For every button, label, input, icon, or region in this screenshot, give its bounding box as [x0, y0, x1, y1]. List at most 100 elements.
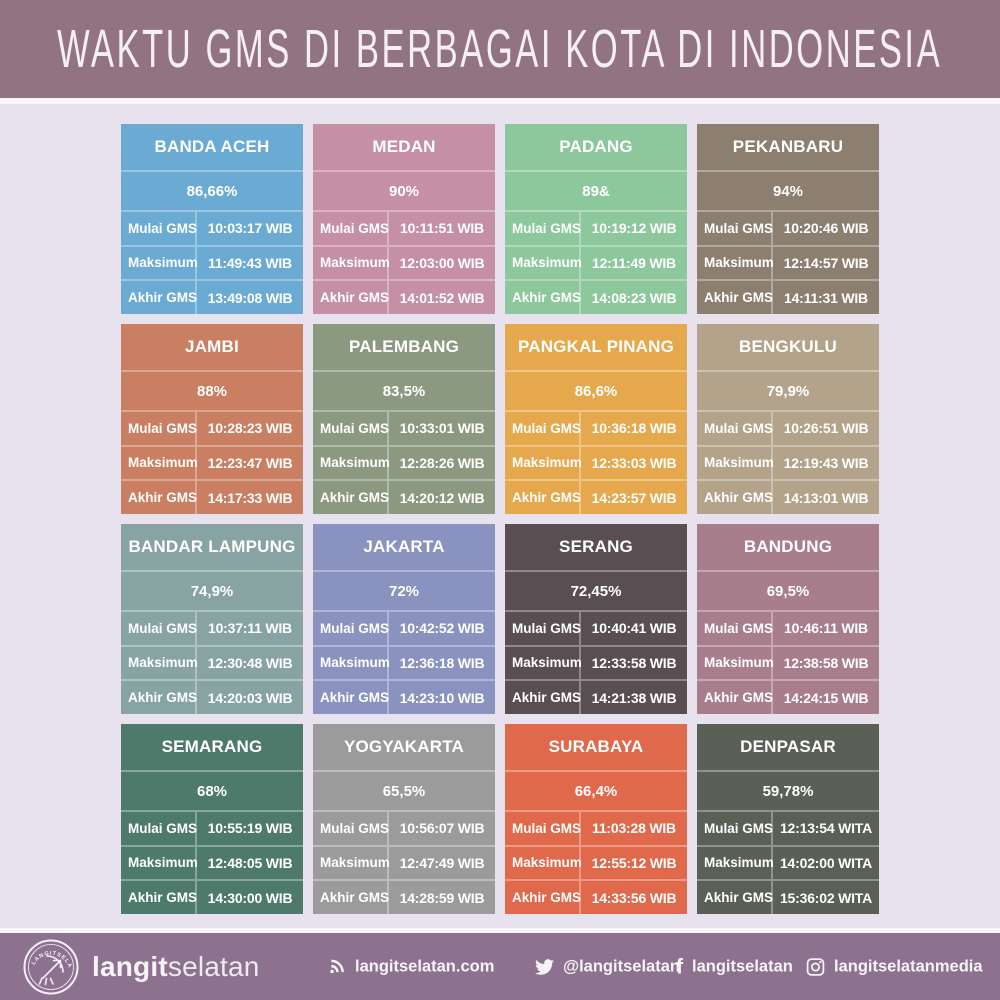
- twitter-link[interactable]: @langitselatan: [535, 957, 680, 976]
- akhir-gms-value: 14:13:01 WIB: [773, 481, 879, 514]
- maksimum-row: Maksimum 12:14:57 WIB: [697, 246, 879, 280]
- mulai-gms-row: Mulai GMS 10:26:51 WIB: [697, 412, 879, 445]
- maksimum-value: 12:36:18 WIB: [389, 646, 495, 680]
- mulai-gms-label: Mulai GMS: [313, 412, 389, 445]
- maksimum-value: 12:47:49 WIB: [389, 846, 495, 880]
- city-name: YOGYAKARTA: [313, 724, 495, 770]
- akhir-gms-row: Akhir GMS 13:49:08 WIB: [121, 281, 303, 314]
- mulai-gms-row: Mulai GMS 10:19:12 WIB: [505, 212, 687, 245]
- website-text: langitselatan.com: [355, 957, 495, 975]
- brand-wordmark: langitselatan: [92, 951, 260, 983]
- akhir-gms-row: Akhir GMS 14:23:57 WIB: [505, 481, 687, 514]
- maksimum-row: Maksimum 12:55:12 WIB: [505, 846, 687, 880]
- city-name: PADANG: [505, 124, 687, 170]
- mulai-gms-label: Mulai GMS: [697, 612, 773, 645]
- brand-langit: langit: [92, 950, 168, 982]
- city-name: JAMBI: [121, 324, 303, 370]
- mulai-gms-value: 10:40:41 WIB: [581, 612, 687, 645]
- maksimum-value: 12:11:49 WIB: [581, 246, 687, 280]
- coverage-percent: 68%: [121, 772, 303, 810]
- coverage-percent: 74,9%: [121, 572, 303, 610]
- city-card: PEKANBARU 94% Mulai GMS 10:20:46 WIB Mak…: [697, 124, 879, 314]
- maksimum-value: 12:19:43 WIB: [773, 446, 879, 480]
- mulai-gms-label: Mulai GMS: [121, 812, 197, 845]
- mulai-gms-label: Mulai GMS: [697, 212, 773, 245]
- maksimum-row: Maksimum 12:33:58 WIB: [505, 646, 687, 680]
- city-card: SERANG 72,45% Mulai GMS 10:40:41 WIB Mak…: [505, 524, 687, 714]
- cards-grid: BANDA ACEH 86,66% Mulai GMS 10:03:17 WIB…: [121, 124, 879, 914]
- mulai-gms-row: Mulai GMS 10:11:51 WIB: [313, 212, 495, 245]
- akhir-gms-row: Akhir GMS 14:11:31 WIB: [697, 281, 879, 314]
- akhir-gms-label: Akhir GMS: [505, 881, 581, 914]
- maksimum-value: 12:48:05 WIB: [197, 846, 303, 880]
- city-name: BANDAR LAMPUNG: [121, 524, 303, 570]
- instagram-handle: langitselatanmedia: [834, 957, 983, 975]
- akhir-gms-value: 14:17:33 WIB: [197, 481, 303, 514]
- mulai-gms-label: Mulai GMS: [121, 612, 197, 645]
- city-name: DENPASAR: [697, 724, 879, 770]
- coverage-percent: 59,78%: [697, 772, 879, 810]
- maksimum-row: Maksimum 12:30:48 WIB: [121, 646, 303, 680]
- mulai-gms-label: Mulai GMS: [697, 412, 773, 445]
- akhir-gms-row: Akhir GMS 14:17:33 WIB: [121, 481, 303, 514]
- website-link[interactable]: langitselatan.com: [328, 957, 494, 976]
- maksimum-value: 12:33:58 WIB: [581, 646, 687, 680]
- akhir-gms-value: 14:01:52 WIB: [389, 281, 495, 314]
- maksimum-row: Maksimum 12:11:49 WIB: [505, 246, 687, 280]
- coverage-percent: 83,5%: [313, 372, 495, 410]
- city-name: MEDAN: [313, 124, 495, 170]
- mulai-gms-value: 10:26:51 WIB: [773, 412, 879, 445]
- city-card: BANDAR LAMPUNG 74,9% Mulai GMS 10:37:11 …: [121, 524, 303, 714]
- akhir-gms-value: 13:49:08 WIB: [197, 281, 303, 314]
- akhir-gms-row: Akhir GMS 14:33:56 WIB: [505, 881, 687, 914]
- instagram-link[interactable]: langitselatanmedia: [806, 957, 983, 976]
- city-name: BENGKULU: [697, 324, 879, 370]
- coverage-percent: 90%: [313, 172, 495, 210]
- maksimum-value: 12:03:00 WIB: [389, 246, 495, 280]
- coverage-percent: 86,6%: [505, 372, 687, 410]
- maksimum-row: Maksimum 14:02:00 WITA: [697, 846, 879, 880]
- maksimum-row: Maksimum 12:33:03 WIB: [505, 446, 687, 480]
- mulai-gms-value: 10:36:18 WIB: [581, 412, 687, 445]
- twitter-icon: [535, 957, 554, 976]
- facebook-handle: langitselatan: [692, 957, 793, 975]
- maksimum-label: Maksimum: [121, 246, 198, 280]
- coverage-percent: 65,5%: [313, 772, 495, 810]
- mulai-gms-row: Mulai GMS 10:28:23 WIB: [121, 412, 303, 445]
- mulai-gms-value: 10:56:07 WIB: [389, 812, 495, 845]
- maksimum-label: Maksimum: [697, 646, 774, 680]
- mulai-gms-label: Mulai GMS: [313, 612, 389, 645]
- mulai-gms-value: 10:55:19 WIB: [197, 812, 303, 845]
- mulai-gms-label: Mulai GMS: [121, 212, 197, 245]
- akhir-gms-value: 14:11:31 WIB: [773, 281, 879, 314]
- maksimum-value: 12:30:48 WIB: [197, 646, 303, 680]
- mulai-gms-label: Mulai GMS: [121, 412, 197, 445]
- mulai-gms-row: Mulai GMS 10:56:07 WIB: [313, 812, 495, 845]
- maksimum-row: Maksimum 11:49:43 WIB: [121, 246, 303, 280]
- mulai-gms-label: Mulai GMS: [505, 412, 581, 445]
- akhir-gms-row: Akhir GMS 14:20:12 WIB: [313, 481, 495, 514]
- maksimum-label: Maksimum: [121, 446, 198, 480]
- mulai-gms-row: Mulai GMS 10:03:17 WIB: [121, 212, 303, 245]
- facebook-link[interactable]: f langitselatan: [676, 956, 793, 977]
- rss-icon: [328, 958, 346, 976]
- city-name: PEKANBARU: [697, 124, 879, 170]
- maksimum-row: Maksimum 12:48:05 WIB: [121, 846, 303, 880]
- akhir-gms-row: Akhir GMS 14:30:00 WIB: [121, 881, 303, 914]
- svg-text:LANGITSELATAN: LANGITSELATAN: [22, 938, 73, 969]
- mulai-gms-label: Mulai GMS: [697, 812, 773, 845]
- akhir-gms-row: Akhir GMS 14:23:10 WIB: [313, 681, 495, 714]
- city-name: PALEMBANG: [313, 324, 495, 370]
- mulai-gms-value: 10:11:51 WIB: [389, 212, 495, 245]
- twitter-handle: @langitselatan: [563, 957, 680, 975]
- akhir-gms-value: 15:36:02 WITA: [773, 881, 879, 914]
- maksimum-value: 12:33:03 WIB: [581, 446, 687, 480]
- maksimum-label: Maksimum: [313, 846, 390, 880]
- mulai-gms-row: Mulai GMS 10:36:18 WIB: [505, 412, 687, 445]
- brand-selatan: selatan: [167, 950, 260, 982]
- maksimum-row: Maksimum 12:28:26 WIB: [313, 446, 495, 480]
- mulai-gms-label: Mulai GMS: [313, 212, 389, 245]
- maksimum-label: Maksimum: [505, 646, 582, 680]
- maksimum-label: Maksimum: [697, 446, 774, 480]
- maksimum-value: 11:49:43 WIB: [197, 246, 303, 280]
